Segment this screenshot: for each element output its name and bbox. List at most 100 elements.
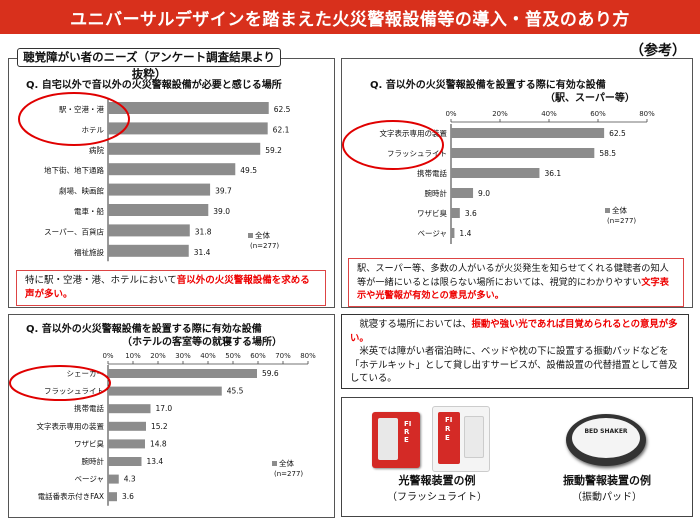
tick-label: 30% [175, 352, 191, 360]
bar [108, 102, 269, 114]
bar [108, 224, 190, 237]
data-label: 9.0 [478, 189, 490, 198]
data-label: 14.8 [150, 439, 167, 448]
category-label: 福祉施設 [74, 247, 104, 257]
category-label: 電車・船 [74, 206, 104, 216]
legend-label: 全体 [255, 230, 270, 240]
tick-label: 60% [590, 110, 606, 118]
bar [108, 492, 117, 502]
category-label: ベージャ [75, 475, 104, 484]
note-text-1: 就寝する場所においては、 [359, 319, 472, 330]
bar [451, 228, 455, 238]
data-label: 45.5 [227, 387, 244, 396]
category-label: 劇場、映画館 [59, 186, 104, 196]
bar [108, 183, 211, 196]
tick-label: 80% [639, 110, 655, 118]
bar [451, 148, 595, 158]
bar [108, 369, 257, 378]
section-label: 聴覚障がい者のニーズ（アンケート調査結果より抜粋） [17, 48, 281, 81]
chart2-question-sub: （駅、スーパー等） [545, 93, 635, 104]
flashlight-caption-sub: （フラッシュライト） [387, 492, 487, 503]
chart2-svg: 0% 20% 40% 60% 80% 62.5 文字表示専用の装置 58.5 フラッシュライト 3… [342, 110, 655, 244]
legend-n: (n=277) [250, 242, 279, 250]
data-label: 59.6 [262, 369, 279, 378]
category-label: フラッシュライト [44, 387, 104, 396]
tick-label: 40% [541, 110, 557, 118]
note-highlight: 振動や強い光であれば目覚められるとの意見が多い。 [350, 319, 678, 344]
data-label: 39.7 [215, 187, 232, 196]
category-label: ワザビ臭 [74, 438, 104, 448]
data-label: 31.4 [194, 248, 211, 257]
flashlight-caption-title: 光警報装置の例 [398, 474, 476, 487]
chart2-caption-highlight: 文字表示や光警報が有効との意見が多い。 [357, 276, 669, 302]
chart1-caption: 特に駅・空港・港、ホテルにおいて音以外の火災警報設備を求める声が多い。 [16, 270, 326, 306]
legend-label: 全体 [279, 458, 294, 468]
chart1-caption-highlight: 音以外の火災警報設備を求める声が多い。 [25, 275, 310, 300]
chart3-panel [8, 314, 335, 518]
page-title: ユニバーサルデザインを踏まえた火災警報設備等の導入・普及のあり方 [70, 10, 630, 30]
tick-label: 10% [125, 352, 141, 360]
legend-label: 全体 [612, 205, 627, 215]
device-examples: FIRE FIRE 光警報装置の例 （フラッシュライト） BED SHAKER … [341, 397, 693, 517]
legend-n: (n=277) [274, 470, 303, 478]
reference-tag: （参考） [630, 43, 686, 59]
bar [108, 474, 119, 484]
data-label: 49.5 [240, 166, 257, 175]
category-label: 腕時計 [82, 456, 105, 466]
data-label: 3.6 [122, 492, 134, 501]
chart2-caption-text: 駅、スーパー等、多数の人がいるが火災発生を知らせてくれる健聴者の知人等が一緒にい… [357, 263, 669, 288]
category-label: 駅・空港・港 [59, 104, 104, 114]
category-label: フラッシュライト [387, 149, 447, 158]
data-label: 13.4 [147, 457, 164, 466]
bar [451, 208, 460, 218]
bar [451, 188, 474, 198]
category-label: 電話番表示付きFAX [38, 491, 104, 501]
chart3-svg: 0% 10% 20% 30% 40% 50% 60% 70% 80% 59.6 シェーカー 45.5 フ… [9, 352, 316, 506]
bed-shaker-image: BED SHAKER [566, 410, 648, 466]
tick-label: 70% [275, 352, 291, 360]
flashlight-device-image: FIRE FIRE [372, 406, 492, 472]
tick-label: 0% [102, 352, 113, 360]
legend-swatch [605, 208, 610, 213]
data-label: 4.3 [124, 475, 136, 484]
category-label: シェーカー [67, 369, 105, 378]
chart1-panel [8, 58, 335, 308]
note-paragraph-1: 就寝する場所においては、振動や強い光であれば目覚められるとの意見が多い。 [350, 318, 680, 345]
category-label: 携帯電話 [74, 403, 104, 413]
highlight-circle [9, 365, 111, 401]
category-label: スーパー、百貨店 [44, 226, 104, 236]
fire-label-right: FIRE [445, 416, 453, 442]
note-paragraph-2: 米英では障がい者宿泊時に、ベッドや枕の下に設置する振動パッドなどを「ホテルキット… [350, 346, 678, 384]
chart1-question: Q. 自宅以外で音以外の火災警報設備が必要と感じる場所 [26, 80, 282, 91]
legend-swatch [272, 461, 277, 466]
chart2-caption: 駅、スーパー等、多数の人がいるが火災発生を知らせてくれる健聴者の知人等が一緒にい… [348, 258, 684, 307]
category-label: 文字表示専用の装置 [380, 128, 448, 138]
title-banner [0, 0, 700, 34]
highlight-circle [342, 120, 444, 170]
tick-label: 80% [300, 352, 316, 360]
bar [108, 122, 268, 135]
legend-n: (n=277) [607, 217, 636, 225]
vibration-caption-sub: （振動パッド） [572, 492, 642, 503]
bar [108, 204, 209, 216]
data-label: 59.2 [265, 146, 282, 155]
bar [108, 163, 236, 176]
bar [108, 457, 142, 466]
data-label: 62.5 [274, 105, 291, 114]
tick-label: 50% [225, 352, 241, 360]
chart1-caption-text: 特に駅・空港・港、ホテルにおいて [25, 275, 177, 286]
highlight-circle [18, 92, 130, 146]
legend-swatch [248, 233, 253, 238]
category-label: 病院 [89, 145, 104, 155]
bar [108, 421, 146, 431]
bar [451, 168, 540, 178]
bar [108, 244, 189, 257]
data-label: 36.1 [544, 169, 561, 178]
bar [108, 386, 222, 396]
note-box: 就寝する場所においては、振動や強い光であれば目覚められるとの意見が多い。 米英で… [341, 314, 689, 389]
tick-label: 0% [445, 110, 456, 118]
data-label: 1.4 [459, 229, 471, 238]
chart2-question: Q. 音以外の火災警報設備を設置する際に有効な設備 [370, 80, 606, 91]
data-label: 17.0 [156, 404, 173, 413]
category-label: ワザビ臭 [417, 208, 447, 218]
